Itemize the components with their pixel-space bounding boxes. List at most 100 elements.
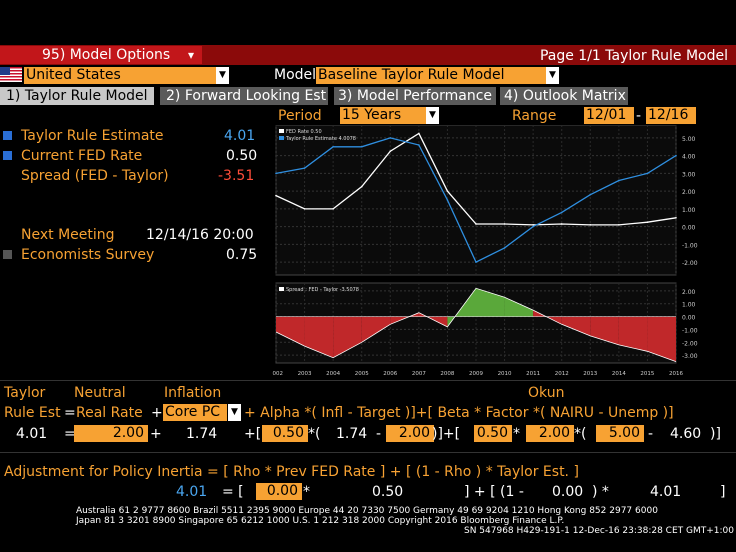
legend-entry: FED Rate 0.50 bbox=[286, 129, 322, 135]
alpha-input[interactable]: 0.50 bbox=[262, 425, 308, 442]
chevron-down-icon[interactable]: ▼ bbox=[216, 67, 229, 84]
eq-bracket: = [ bbox=[222, 484, 244, 500]
mult-paren-2: *( bbox=[574, 426, 587, 442]
mult-sign: * bbox=[303, 484, 310, 500]
y-tick-label: 2.00 bbox=[682, 289, 696, 296]
survey-checkbox[interactable] bbox=[3, 250, 12, 259]
real-rate-input[interactable]: 2.00 bbox=[74, 425, 148, 442]
area-segment bbox=[361, 316, 391, 343]
us-flag-icon bbox=[0, 67, 22, 82]
fed-checkbox[interactable] bbox=[3, 151, 12, 160]
data-point bbox=[475, 261, 477, 263]
taylor-label: Taylor Rule Estimate bbox=[21, 128, 164, 144]
country-select[interactable]: United States bbox=[24, 67, 216, 84]
x-tick-label: 2002 bbox=[272, 371, 283, 377]
range-start-input[interactable]: 12/01 bbox=[584, 107, 634, 124]
data-point bbox=[618, 224, 620, 226]
fed-value: 0.50 bbox=[226, 148, 258, 164]
beta-input[interactable]: 0.50 bbox=[474, 425, 512, 442]
data-point bbox=[332, 145, 334, 148]
x-tick-label: 2009 bbox=[469, 371, 483, 377]
data-point bbox=[560, 211, 563, 214]
data-point bbox=[646, 221, 649, 223]
range-end-input[interactable]: 12/16 bbox=[646, 107, 696, 124]
data-point bbox=[446, 199, 449, 201]
next-meeting-value: 12/14/16 20:00 bbox=[146, 227, 254, 243]
formula-eq: = bbox=[64, 405, 76, 421]
next-meeting-label: Next Meeting bbox=[21, 227, 115, 243]
inflation-measure-select[interactable]: Core PC bbox=[163, 404, 227, 421]
chevron-down-icon[interactable]: ▼ bbox=[546, 67, 559, 84]
x-tick-label: 2016 bbox=[669, 371, 683, 377]
survey-value: 0.75 bbox=[226, 247, 258, 263]
data-point bbox=[532, 225, 534, 228]
data-point bbox=[675, 154, 677, 157]
data-point bbox=[589, 224, 592, 226]
tab-outlook-matrix[interactable]: 4) Outlook Matrix bbox=[500, 87, 628, 105]
nairu-input[interactable]: 5.00 bbox=[596, 425, 644, 442]
x-tick-label: 2006 bbox=[383, 371, 397, 377]
series-line bbox=[275, 287, 677, 362]
divider bbox=[0, 380, 736, 381]
okun-factor-input[interactable]: 2.00 bbox=[526, 425, 574, 442]
data-point bbox=[360, 185, 363, 188]
plus-sign: + bbox=[150, 426, 162, 442]
area-segment bbox=[561, 316, 591, 336]
x-tick-label: 2003 bbox=[298, 371, 312, 377]
y-tick-label: 0.00 bbox=[682, 225, 696, 232]
formula-inflation-header: Inflation bbox=[164, 385, 222, 401]
spread-value: -3.51 bbox=[218, 168, 255, 184]
y-tick-label: -2.00 bbox=[682, 340, 698, 347]
area-segment bbox=[618, 316, 648, 352]
area-segment bbox=[647, 316, 676, 362]
period-select[interactable]: 15 Years bbox=[340, 107, 426, 124]
y-tick-label: 5.00 bbox=[682, 136, 696, 143]
chevron-down-icon[interactable]: ▼ bbox=[228, 404, 241, 421]
divider bbox=[0, 452, 736, 453]
y-tick-label: -2.00 bbox=[682, 260, 698, 267]
data-point bbox=[418, 144, 420, 146]
formula-taylor-header: Taylor bbox=[4, 385, 46, 401]
x-tick-label: 2011 bbox=[526, 371, 540, 377]
rho-input[interactable]: 0.00 bbox=[256, 483, 302, 500]
y-tick-label: 2.00 bbox=[682, 189, 696, 196]
chevron-down-icon[interactable]: ▼ bbox=[426, 107, 439, 124]
x-tick-label: 2010 bbox=[498, 371, 512, 377]
legend-swatch bbox=[279, 287, 284, 291]
taylor-chart[interactable]: 5.00 4.00 3.00 2.00 1.00 0.00 -1.00 -2.00 FED Ra… bbox=[272, 125, 710, 377]
footer: Australia 61 2 9777 8600 Brazil 5511 239… bbox=[0, 506, 736, 536]
x-tick-label: 2004 bbox=[326, 371, 340, 377]
x-tick-label: 2008 bbox=[440, 371, 454, 377]
area-segment bbox=[304, 316, 334, 358]
chevron-down-icon[interactable]: ▾ bbox=[188, 48, 195, 62]
tab-model-performance[interactable]: 3) Model Performance bbox=[334, 87, 496, 105]
minus-sign: - bbox=[376, 426, 382, 442]
model-label: Model bbox=[274, 67, 317, 83]
model-options-button[interactable]: 95) Model Options bbox=[0, 46, 202, 64]
bracket-close-2: )] bbox=[710, 426, 721, 442]
x-tick-label: 2012 bbox=[555, 371, 569, 377]
minus-sign-2: - bbox=[648, 426, 654, 442]
data-point bbox=[275, 172, 277, 175]
eq-sign: = bbox=[64, 426, 76, 442]
x-tick-label: 2007 bbox=[412, 371, 426, 377]
taylor-est-value: 4.01 bbox=[16, 426, 48, 442]
rho2-value: 0.00 bbox=[552, 484, 584, 500]
model-select[interactable]: Baseline Taylor Rule Model bbox=[316, 67, 546, 84]
area-segment bbox=[504, 297, 534, 317]
survey-label: Economists Survey bbox=[21, 247, 155, 263]
legend-entry: Spread : FED - Taylor -3.5078 bbox=[286, 287, 359, 293]
taylor-checkbox[interactable] bbox=[3, 131, 12, 140]
y-tick-label: -1.00 bbox=[682, 327, 698, 334]
footer-line2: Japan 81 3 3201 8900 Singapore 65 6212 1… bbox=[76, 516, 565, 526]
tab-taylor-rule-model[interactable]: 1) Taylor Rule Model bbox=[0, 87, 154, 105]
infl-value: 1.74 bbox=[336, 426, 368, 442]
data-point bbox=[646, 172, 649, 175]
paren-mult: ) * bbox=[592, 484, 609, 500]
spread-label: Spread (FED - Taylor) bbox=[21, 168, 169, 184]
target-input[interactable]: 2.00 bbox=[386, 425, 434, 442]
mult-paren: *( bbox=[308, 426, 321, 442]
formula-neutral-header: Neutral bbox=[74, 385, 126, 401]
data-point bbox=[446, 190, 449, 192]
tab-forward-looking[interactable]: 2) Forward Looking Est bbox=[160, 87, 328, 105]
